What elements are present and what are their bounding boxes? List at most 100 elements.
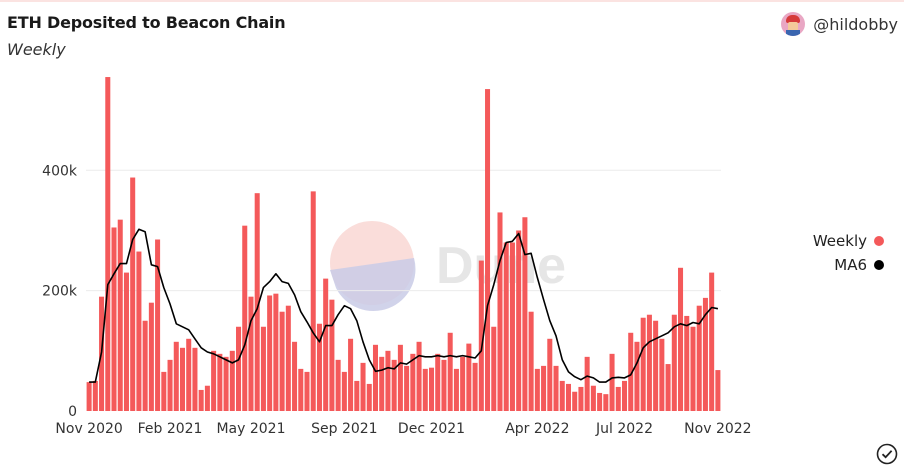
x-tick-label: Apr 2022 [505,421,569,437]
bar-weekly [105,77,111,412]
bar-weekly [341,371,347,411]
bar-weekly [609,353,615,411]
chart-subtitle: Weekly [7,40,66,59]
bar-weekly [217,353,223,411]
bar-weekly [659,338,665,411]
bar-weekly [211,350,217,411]
bar-weekly [316,323,322,411]
bar-weekly [348,338,354,411]
bar-weekly [229,350,235,411]
bar-weekly [690,326,696,411]
bar-weekly [391,359,397,411]
bar-weekly [547,338,553,411]
bar-weekly [335,359,341,411]
bar-weekly [441,359,447,411]
bar-weekly [130,177,136,411]
bar-weekly [267,295,273,411]
bar-weekly [148,302,154,411]
bar-weekly [429,367,435,411]
bar-weekly [478,260,484,411]
bar-weekly [597,392,603,411]
bar-weekly [298,368,304,411]
bar-weekly [372,344,378,411]
legend-label-ma6: MA6 [834,256,867,274]
y-tick-label: 400k [42,163,78,179]
bar-weekly [242,225,248,411]
bar-weekly [516,230,522,411]
bar-weekly [621,380,628,411]
bar-weekly [192,347,198,411]
bar-weekly [435,353,441,411]
bar-weekly [404,365,410,411]
bar-weekly [584,356,590,411]
bar-weekly [678,267,684,411]
bar-weekly [640,317,646,411]
legend-label-weekly: Weekly [812,232,867,250]
bar-weekly [198,389,204,411]
bar-weekly [696,305,702,411]
bar-weekly [86,382,92,411]
bar-weekly [273,293,279,411]
bar-weekly [204,385,210,411]
x-tick-label: Nov 2022 [684,421,751,437]
bar-weekly [179,347,186,411]
bar-weekly [360,362,366,411]
bar-weekly [260,326,266,411]
bar-weekly [509,242,515,411]
bar-weekly [223,356,229,411]
x-tick-label: Nov 2020 [55,421,122,437]
bar-weekly [453,368,459,411]
bar-weekly [92,380,98,411]
bar-weekly [136,251,142,411]
y-tick-label: 0 [68,404,77,420]
bar-weekly [385,350,391,411]
x-tick-label: May 2021 [216,421,285,437]
bar-weekly [323,278,329,411]
bar-weekly [117,219,123,411]
bar-weekly [646,314,652,411]
top-accent-rule [0,0,904,2]
bar-weekly [572,391,578,411]
bar-weekly [466,343,472,411]
bar-weekly [310,191,316,411]
bar-weekly [142,320,148,411]
bar-weekly [671,314,677,411]
bar-weekly [155,239,161,411]
check-circle-icon[interactable] [876,443,898,465]
bar-weekly [304,371,310,411]
bar-weekly [472,362,478,411]
bar-weekly [522,217,528,411]
bar-weekly [528,311,534,411]
bar-weekly [254,193,260,411]
bar-weekly [173,341,179,411]
bar-weekly [541,365,547,411]
bar-weekly [186,338,192,411]
bar-weekly [292,341,298,411]
x-tick-label: Sep 2021 [311,421,377,437]
x-tick-label: Dec 2021 [398,421,465,437]
bar-weekly [248,296,254,411]
legend-item-weekly[interactable]: Weekly [813,229,884,253]
author-link[interactable]: @hildobby [781,12,898,36]
chart-legend: Weekly MA6 [813,229,884,277]
bar-weekly [491,326,497,411]
bar-weekly [354,380,360,411]
bar-weekly [329,299,335,411]
bar-weekly [167,359,173,411]
legend-dot-weekly [874,236,884,246]
bar-weekly [615,386,621,411]
bar-weekly [628,332,634,411]
bar-weekly [460,356,466,411]
bar-weekly [634,341,640,411]
bar-weekly [485,89,491,412]
legend-item-ma6[interactable]: MA6 [813,253,884,277]
bar-weekly [653,320,659,411]
bar-weekly [161,371,167,411]
bar-weekly [709,272,715,411]
bar-weekly [578,386,584,411]
legend-dot-ma6 [874,260,884,270]
avatar-icon [781,12,806,36]
bar-weekly [603,394,609,411]
chart-title: ETH Deposited to Beacon Chain [7,13,286,32]
